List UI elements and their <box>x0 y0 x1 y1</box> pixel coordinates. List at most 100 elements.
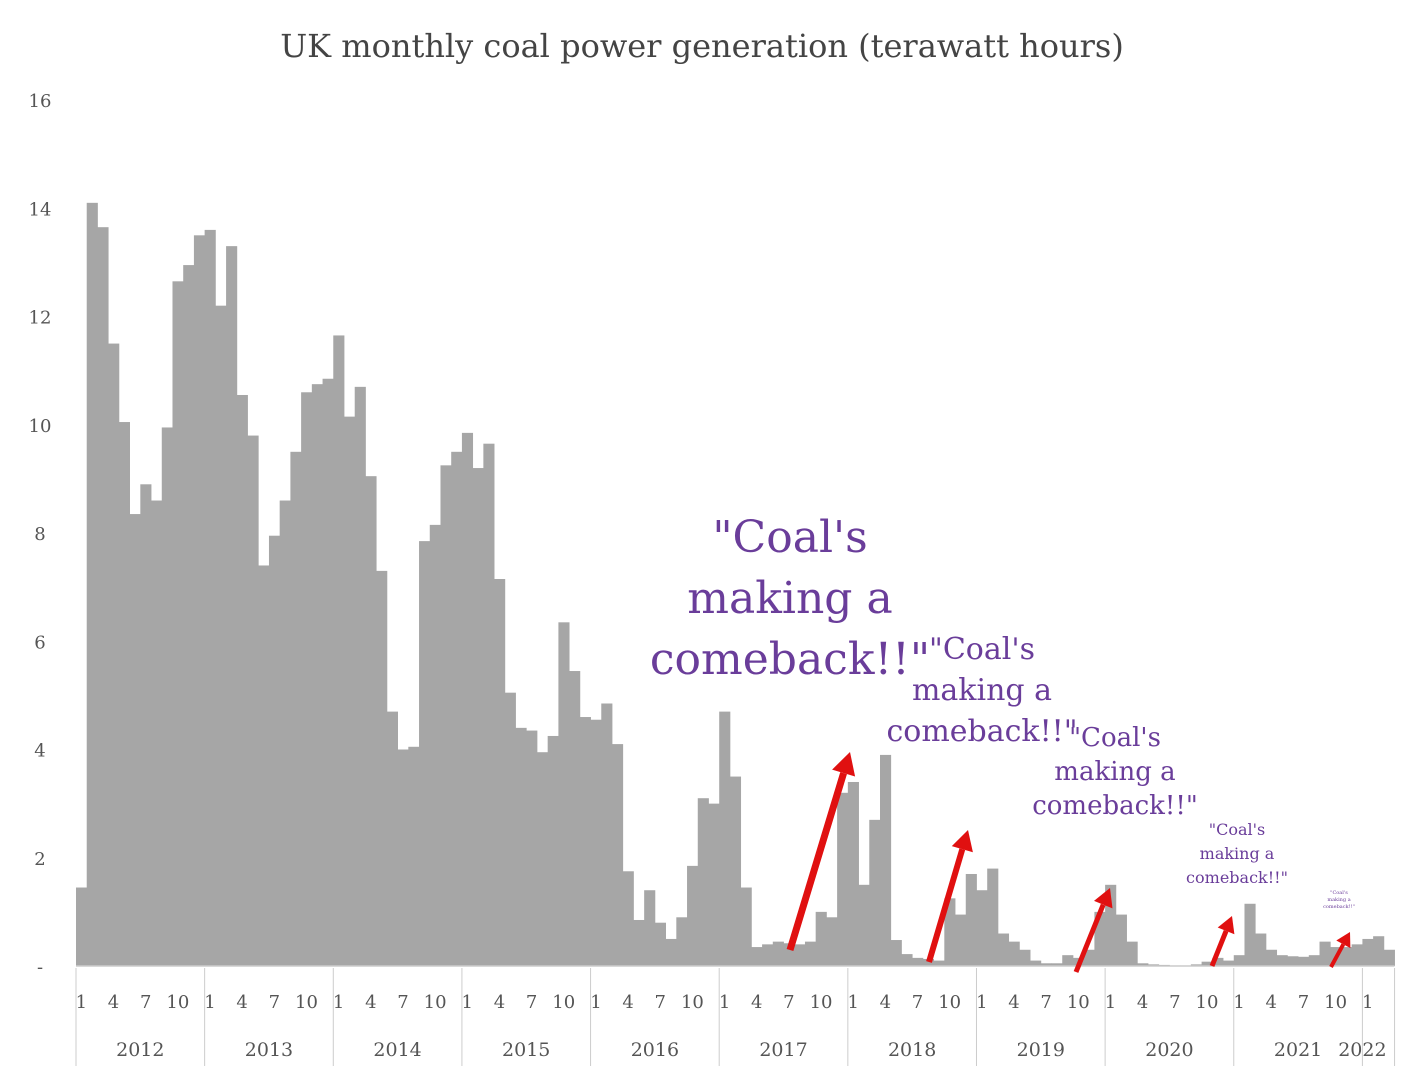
x-tick-label: 7 <box>655 992 666 1013</box>
bar <box>1255 933 1267 966</box>
annotation-line: making a <box>912 673 1052 708</box>
bar <box>579 717 591 966</box>
annotation-line: making a <box>687 573 892 624</box>
bar <box>869 819 881 966</box>
bar <box>826 917 838 966</box>
bar <box>161 427 173 967</box>
bar <box>1019 949 1031 966</box>
y-tick-label: 4 <box>34 741 45 762</box>
bar <box>440 465 452 966</box>
bar <box>97 227 109 966</box>
year-label: 2013 <box>245 1039 293 1061</box>
x-tick-label: 7 <box>397 992 408 1013</box>
bar <box>526 730 538 966</box>
x-tick-label: 1 <box>976 992 987 1013</box>
x-tick-label: 4 <box>365 992 376 1013</box>
bar <box>901 954 913 966</box>
x-tick-label: 4 <box>622 992 633 1013</box>
x-tick-label: 1 <box>1105 992 1116 1013</box>
bar <box>504 692 516 966</box>
bar <box>193 235 206 966</box>
bar <box>1373 936 1385 966</box>
arrow-head <box>951 830 973 853</box>
bar <box>215 305 227 966</box>
bar <box>1351 944 1363 966</box>
x-tick-label: 7 <box>1040 992 1051 1013</box>
bar <box>408 746 420 966</box>
arrow-head <box>832 752 856 777</box>
bar <box>708 803 720 967</box>
y-tick-label: 10 <box>29 416 52 437</box>
arrow-shaft <box>786 772 847 952</box>
year-label: 2021 <box>1274 1039 1322 1061</box>
bar <box>451 451 463 966</box>
x-tick-label: 7 <box>269 992 280 1013</box>
year-label: 2018 <box>888 1039 936 1061</box>
bar <box>1244 903 1256 966</box>
bar <box>1008 941 1020 966</box>
arrow-head <box>1094 888 1113 909</box>
x-tick-label: 1 <box>1362 992 1373 1013</box>
y-tick-label: - <box>37 957 43 978</box>
bar <box>1319 941 1331 966</box>
x-tick-label: 7 <box>140 992 151 1013</box>
bar <box>1105 884 1117 966</box>
bar <box>569 671 581 966</box>
bar <box>258 565 270 966</box>
bar <box>880 754 892 966</box>
bar <box>108 343 120 966</box>
bar <box>933 960 945 966</box>
x-tick-label: 7 <box>526 992 537 1013</box>
arrow-shaft <box>1073 903 1106 973</box>
y-tick-label: 16 <box>29 91 52 112</box>
year-label: 2015 <box>502 1039 550 1061</box>
bar <box>729 776 742 966</box>
annotation-line: "Coal's <box>1209 820 1266 839</box>
bar <box>461 432 474 966</box>
x-tick-label: 4 <box>1137 992 1148 1013</box>
annotation-line: "Coal's <box>712 512 867 563</box>
y-tick-label: 14 <box>29 199 52 220</box>
bar <box>268 535 281 966</box>
bar <box>118 422 130 966</box>
bar <box>815 911 827 967</box>
bar <box>1030 960 1042 966</box>
x-tick-label: 4 <box>236 992 247 1013</box>
year-label: 2012 <box>116 1039 164 1061</box>
arrow-head <box>1336 932 1351 949</box>
year-label: 2020 <box>1145 1039 1193 1061</box>
bar <box>290 451 302 966</box>
x-tick-label: 1 <box>1233 992 1244 1013</box>
x-tick-label: 4 <box>880 992 891 1013</box>
annotation-line: comeback!!" <box>1186 868 1288 887</box>
bar <box>1062 955 1074 966</box>
bar <box>172 281 184 966</box>
arrow-shaft <box>1329 943 1346 968</box>
x-tick-label: 10 <box>681 992 704 1013</box>
bar <box>1265 949 1278 966</box>
bar <box>1212 957 1224 966</box>
bar <box>494 579 506 966</box>
x-tick-label: 10 <box>1067 992 1090 1013</box>
annotation-line: "Coal's <box>1069 723 1161 753</box>
year-label: 2017 <box>759 1039 807 1061</box>
x-tick-label: 10 <box>1324 992 1347 1013</box>
bar <box>804 941 817 966</box>
annotation-line: comeback!!" <box>1323 904 1355 910</box>
annotation-line: comeback!!" <box>1032 791 1198 821</box>
bar <box>1126 941 1138 966</box>
bar <box>687 865 699 966</box>
bar <box>601 703 613 966</box>
bar <box>997 933 1010 966</box>
arrows <box>786 752 1351 973</box>
y-tick-label: 12 <box>29 308 52 329</box>
chart-title: UK monthly coal power generation (terawa… <box>280 27 1124 65</box>
y-tick-label: 8 <box>34 524 45 545</box>
bar <box>279 500 291 966</box>
arrow-shaft <box>1209 929 1229 967</box>
bar <box>536 752 549 966</box>
bar <box>590 719 602 966</box>
bar <box>301 392 313 966</box>
bar <box>1137 963 1149 966</box>
